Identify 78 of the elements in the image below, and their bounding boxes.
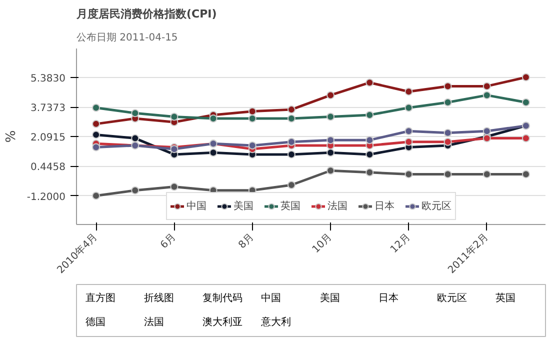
legend-label: 法国	[328, 200, 348, 213]
text: 直方图	[85, 292, 116, 304]
x-tick-label: 10月	[310, 232, 334, 256]
point	[248, 114, 256, 123]
point	[482, 127, 491, 136]
point	[248, 107, 256, 116]
point	[522, 98, 530, 106]
point	[170, 112, 178, 121]
point	[404, 104, 413, 112]
point	[366, 150, 374, 158]
point	[404, 170, 413, 178]
point	[248, 141, 256, 150]
point	[326, 136, 335, 144]
text: 法国	[144, 316, 164, 328]
legend-label: 英国	[280, 200, 300, 213]
text: 复制代码	[202, 292, 243, 304]
text: 英国	[496, 292, 516, 304]
point	[287, 180, 296, 189]
point	[326, 91, 335, 100]
point	[287, 106, 296, 114]
point	[92, 104, 100, 112]
point	[131, 186, 140, 194]
point	[170, 182, 178, 191]
text: 美国	[320, 292, 340, 304]
legend-label: 欧元区	[422, 200, 452, 213]
point	[444, 128, 452, 137]
y-tick-label: 3.7373	[30, 103, 66, 114]
point	[92, 192, 100, 200]
point	[482, 170, 491, 178]
point	[444, 170, 452, 178]
text: 欧元区	[437, 293, 468, 304]
point	[92, 130, 100, 139]
y-tick-label: 2.0915	[30, 132, 66, 144]
point	[522, 170, 530, 178]
point	[326, 148, 335, 157]
point	[366, 110, 374, 119]
point	[444, 82, 452, 90]
text: 德国	[85, 316, 106, 328]
point	[209, 114, 218, 123]
point	[287, 150, 296, 158]
point	[366, 78, 374, 87]
point	[287, 138, 296, 146]
text: 意大利	[260, 316, 292, 328]
point	[366, 168, 374, 176]
legend-label: 美国	[234, 200, 254, 213]
y-tick-label: 5.3830	[30, 74, 66, 85]
point	[482, 82, 491, 90]
text: 澳大利亚	[202, 316, 243, 328]
point	[444, 138, 452, 146]
y-tick-label: -1.2000	[26, 192, 66, 203]
point	[131, 109, 140, 118]
point	[326, 166, 335, 175]
y-tick-label: 0.4458	[30, 162, 66, 174]
point	[404, 88, 413, 96]
point	[522, 134, 530, 142]
legend-label: 中国	[186, 200, 206, 213]
x-tick-label: 8月	[236, 232, 256, 251]
point	[287, 114, 296, 123]
text: 折线图	[144, 292, 174, 304]
point	[92, 143, 100, 152]
y-axis-title: %	[4, 130, 19, 143]
point	[209, 148, 218, 157]
point	[522, 73, 530, 82]
text: 日本	[378, 292, 398, 304]
point	[366, 136, 374, 144]
point	[92, 120, 100, 128]
x-tick-label: 6月	[158, 232, 178, 251]
point	[404, 127, 413, 136]
chart-title: 月度居民消费价格指数(CPI)	[76, 8, 217, 20]
point	[404, 138, 413, 146]
x-tick-label: 12月	[388, 232, 413, 256]
point	[482, 91, 491, 100]
legend-label: 日本	[374, 200, 394, 213]
point	[444, 98, 452, 106]
point	[131, 134, 140, 142]
chart-subtitle: 公布日期 2011-04-15	[76, 32, 178, 44]
point	[326, 112, 335, 121]
text: 中国	[261, 292, 282, 304]
